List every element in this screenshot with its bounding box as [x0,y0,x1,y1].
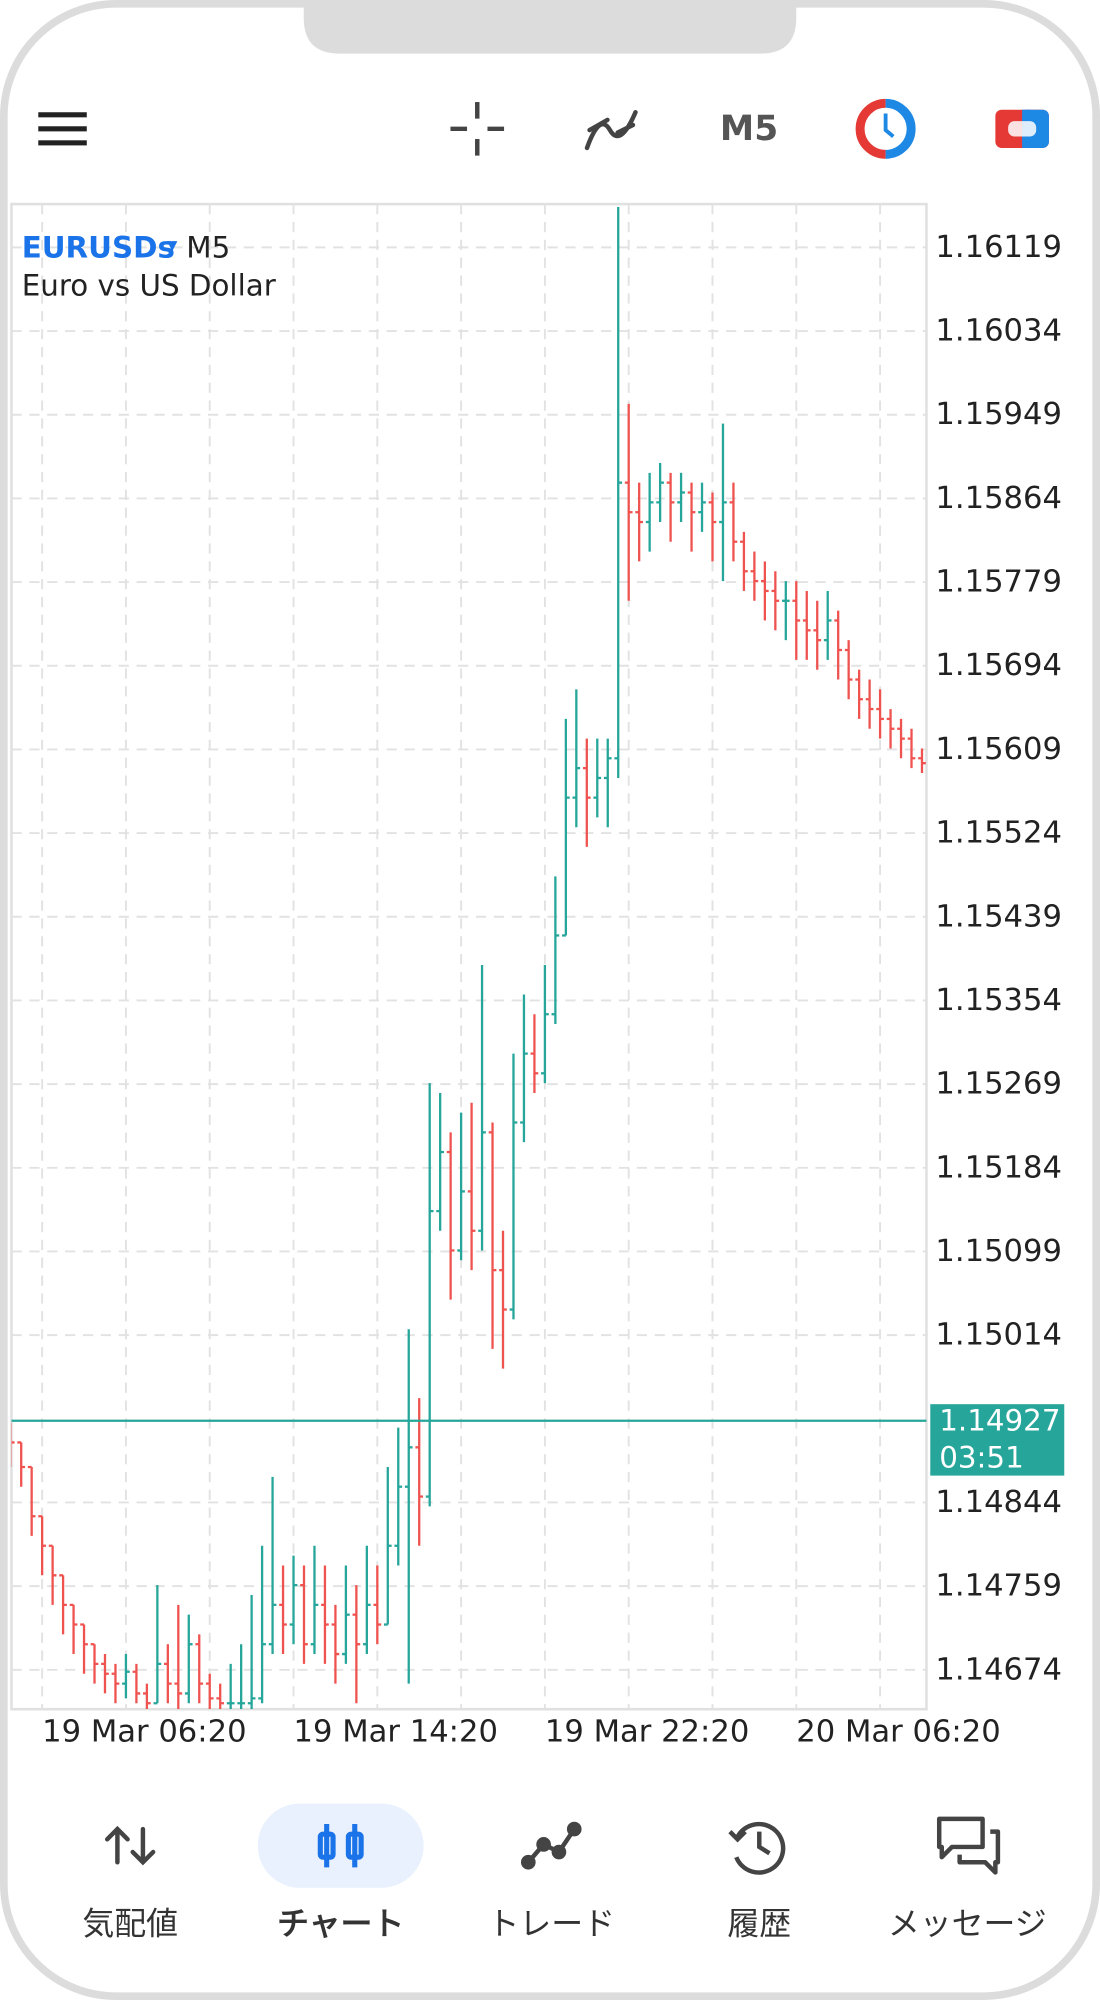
chart-timeframe: M5 [186,230,230,264]
x-tick-label: 19 Mar 22:20 [545,1715,749,1750]
menu-button[interactable] [38,112,87,146]
y-tick-label: 1.15524 [935,816,1062,851]
x-tick-label: 19 Mar 06:20 [42,1715,246,1750]
countdown-label: 03:51 [939,1441,1024,1475]
trade-icon[interactable] [520,1821,582,1870]
y-tick-label: 1.15269 [935,1067,1062,1102]
plot-frame [10,202,928,1711]
current-price-box [930,1404,1065,1476]
y-tick-label: 1.14844 [935,1485,1062,1520]
y-tick-label: 1.14674 [935,1652,1062,1687]
quotes-icon[interactable] [104,1825,156,1866]
y-tick-label: 1.15779 [935,565,1062,600]
symbol[interactable]: EURUSDs [22,230,175,264]
axes: 1.16119 1.16034 1.15949 1.15864 1.15779 1.156… [11,230,1065,1750]
y-tick-label: 1.15864 [935,481,1062,516]
one-click-button[interactable] [995,109,1049,148]
nav-label[interactable]: メッセージ [888,1904,1047,1942]
current-price-label: 1.14927 [939,1404,1060,1438]
nav-label[interactable]: チャート [277,1904,404,1942]
grid [11,204,927,1710]
y-tick-label: 1.15694 [935,648,1062,683]
crosshair-button[interactable] [450,102,505,156]
chart-icon[interactable] [317,1823,364,1868]
y-tick-label: 1.15439 [935,899,1062,934]
y-tick-label: 1.15609 [935,732,1062,767]
y-tick-label: 1.14759 [935,1569,1062,1604]
history-icon[interactable] [728,1821,786,1875]
timeframe-button[interactable]: M5 [720,109,778,149]
bottom-nav: 気配値 チャート トレード 履歴 メッセージ [82,1803,1047,1942]
nav-label[interactable]: 気配値 [82,1904,178,1942]
y-tick-label: 1.15184 [935,1150,1062,1185]
symbol-description: Euro vs US Dollar [22,269,277,303]
messages-icon[interactable] [936,1816,1001,1875]
y-tick-label: 1.16034 [935,314,1062,349]
nav-label[interactable]: 履歴 [727,1904,791,1942]
y-tick-label: 1.15354 [935,983,1062,1018]
notch [303,0,797,54]
active-pill [257,1803,424,1888]
trade-clock-button[interactable] [855,98,916,159]
y-tick-label: 1.15014 [935,1318,1062,1353]
indicators-button[interactable] [584,110,638,151]
x-tick-label: 19 Mar 14:20 [294,1715,498,1750]
nav-label[interactable]: トレード [488,1904,616,1942]
y-tick-label: 1.15099 [935,1234,1062,1269]
x-tick-label: 20 Mar 06:20 [796,1715,1000,1750]
y-tick-label: 1.16119 [935,230,1062,265]
y-tick-label: 1.15949 [935,397,1062,432]
price-bars [11,207,926,1710]
symbol-dropdown[interactable] [167,241,178,252]
